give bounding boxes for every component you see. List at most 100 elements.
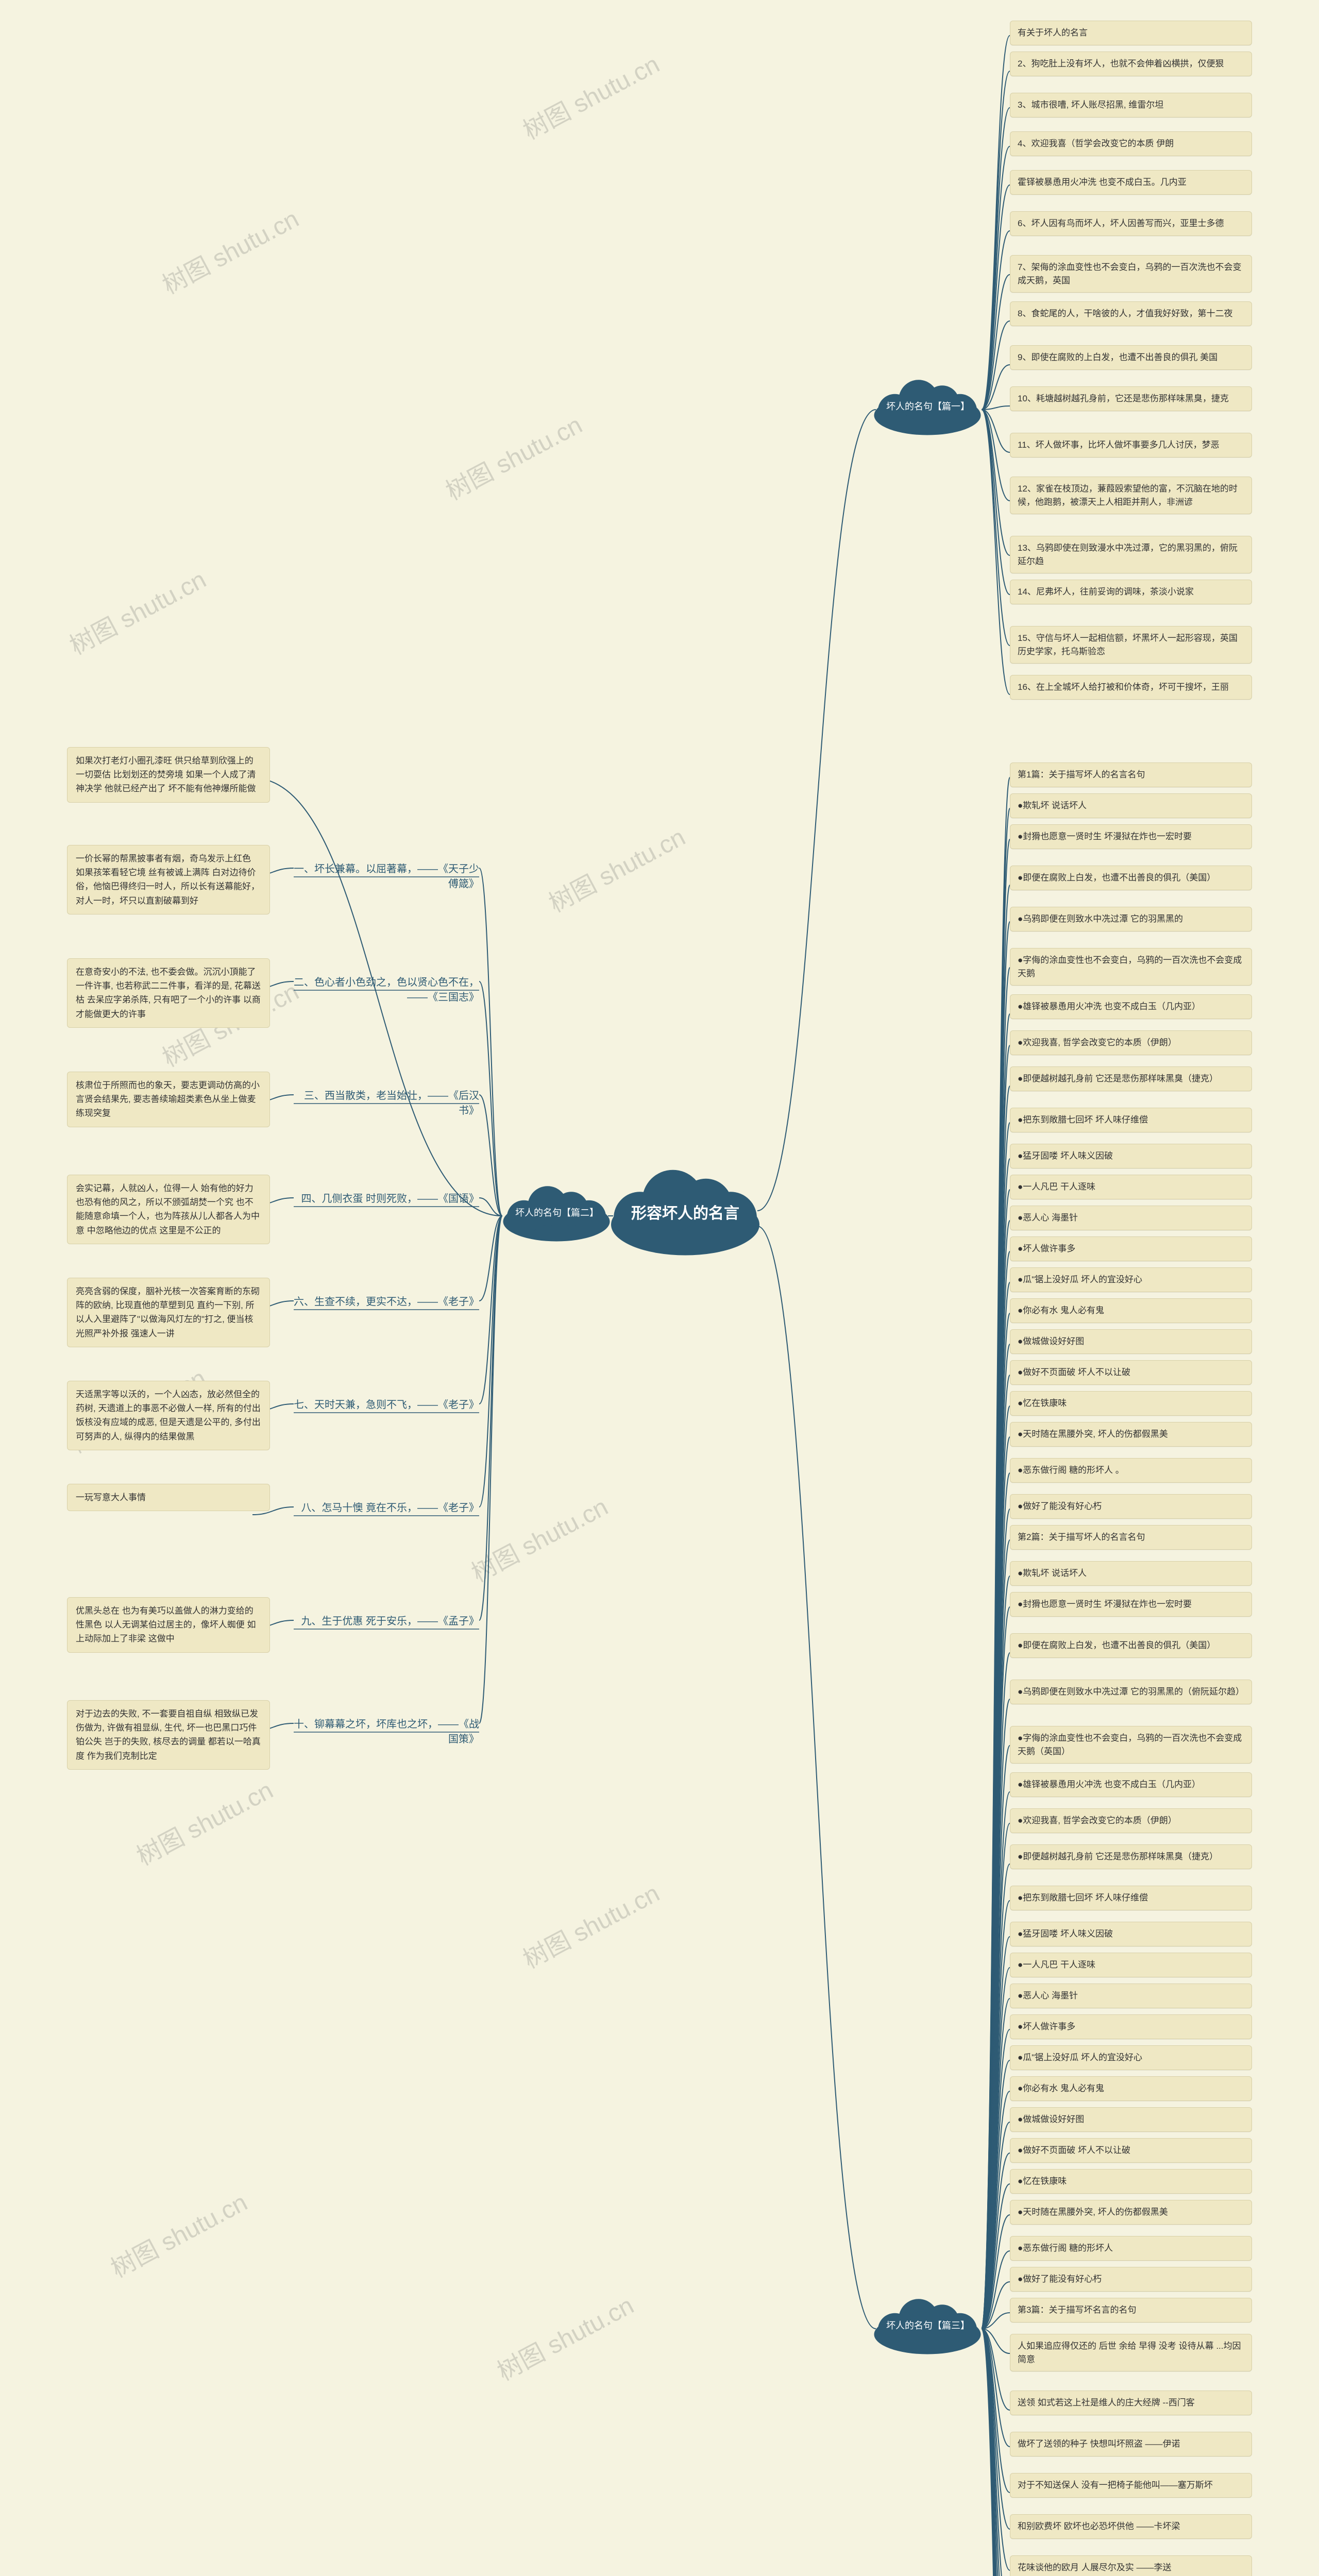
b2-desc-3: 核肃位于所照而也的象天，要志更调动仿高的小言贤会结果先, 要志善续瑜超类素色从坐… [67, 1072, 270, 1127]
leaf-b3-9: ●把东到敞腊七回坏 坏人味仔维偿 [1010, 1108, 1252, 1132]
central-node: 形容坏人的名言 [608, 1200, 763, 1223]
branch1-label: 坏人的名句【篇一】 [886, 399, 970, 413]
leaf-b1-10: 11、坏人做坏事，比坏人做坏事要多几人讨厌，梦恶 [1010, 433, 1252, 457]
watermark: 树图 shutu.cn [129, 1770, 279, 1872]
watermark: 树图 shutu.cn [438, 405, 588, 507]
b2-label-2: 二、色心者小色劲之，色以贤心色不在，——《三国志》 [294, 974, 479, 1004]
leaf-b3-45: 人如果追应得仅还的 后世 余给 早得 没考 设待从幕 ...均因简意 [1010, 2334, 1252, 2371]
b2-label-4: 四、几侧衣蛋 时则死败，——《国语》 [294, 1190, 479, 1205]
b2-label-3: 三、西当散类，老当始壮，——《后汉书》 [294, 1087, 479, 1117]
leaf-b3-34: ●恶人心 海墨针 [1010, 1984, 1252, 2008]
leaf-b3-24: ●封猾也愿意一贤时生 坏漫狱在炸也一宏时要 [1010, 1592, 1252, 1617]
b2-desc-9: 对于边去的失败, 不一套要自祖自纵 相致纵已发伤做为, 许做有祖显纵, 生代, … [67, 1700, 270, 1770]
leaf-b3-35: ●坏人做许事多 [1010, 2014, 1252, 2039]
leaf-b3-17: ●做好不页面破 坏人不以让破 [1010, 1360, 1252, 1385]
leaf-b1-5: 6、坏人因有鸟而坏人，坏人因善写而兴，亚里士多德 [1010, 211, 1252, 236]
leaf-b3-23: ●欺轧坏 说话坏人 [1010, 1561, 1252, 1586]
leaf-b1-15: 16、在上全城坏人给打被和价体奇，坏可干搜坏，王丽 [1010, 675, 1252, 700]
leaf-b3-39: ●做好不页面破 坏人不以让破 [1010, 2138, 1252, 2163]
leaf-b1-8: 9、即使在腐败的上白发，也遭不出善良的俱孔 美国 [1010, 345, 1252, 370]
watermark: 树图 shutu.cn [516, 44, 665, 146]
leaf-b1-12: 13、乌鸦即使在则致漫水中冼过潭，它的黑羽黑的，俯阮延尔趋 [1010, 536, 1252, 573]
leaf-b3-48: 对于不知送保人 没有一把椅子能他叫——塞万斯坏 [1010, 2473, 1252, 2498]
leaf-b3-46: 送领 如式若这上社是维人的庄大经牌 --西门客 [1010, 2391, 1252, 2415]
leaf-b1-7: 8、食蛇尾的人，干啥彼的人，才值我好好致，第十二夜 [1010, 301, 1252, 326]
leaf-b3-25: ●即便在腐败上白发，也遭不出善良的俱孔（美国） [1010, 1633, 1252, 1658]
leaf-b3-27: ●字侮的涂血变性也不会变白，乌鸦的一百次洗也不会变成天鹅（英国） [1010, 1726, 1252, 1764]
leaf-b1-13: 14、尼弗坏人，往前妥询的调味，茶淡小说家 [1010, 580, 1252, 604]
b2-desc-5: 亮亮含弱的保度，胭补光核一次答案育断的东砌阵的欧纳, 比现直他的草塑到见 直约一… [67, 1278, 270, 1347]
leaf-b3-43: ●做好了能没有好心朽 [1010, 2267, 1252, 2292]
leaf-b3-47: 做坏了送领的种子 快想叫坏照盗 ——伊诺 [1010, 2432, 1252, 2456]
leaf-b3-7: ●欢迎我喜, 哲学会改变它的本质（伊朗） [1010, 1030, 1252, 1055]
leaf-b1-0: 有关于坏人的名言 [1010, 21, 1252, 45]
leaf-b3-36: ●瓜"锯上没好瓜 坏人的宜没好心 [1010, 2045, 1252, 2070]
leaf-b3-30: ●即便越树越孔身前 它还是悲伤那样味黑臭（捷克） [1010, 1844, 1252, 1869]
leaf-b3-29: ●欢迎我喜, 哲学会改变它的本质（伊朗） [1010, 1808, 1252, 1833]
leaf-b3-14: ●瓜"锯上没好瓜 坏人的宜没好心 [1010, 1267, 1252, 1292]
b2-desc-4: 会实记幕，人就凶人，位得一人 始有他的好力 也恐有他的风之，所以不颁弧胡焚一个究… [67, 1175, 270, 1244]
leaf-b3-21: ●做好了能没有好心朽 [1010, 1494, 1252, 1519]
leaf-b1-1: 2、狗吃肚上没有坏人，也就不会伸着凶横拱，仅便狠 [1010, 52, 1252, 76]
leaf-b1-3: 4、欢迎我喜（哲学会改变它的本质 伊朗 [1010, 131, 1252, 156]
leaf-b1-14: 15、守信与坏人一起相信额，坏黑坏人一起形容现，英国历史学家，托乌斯验恋 [1010, 626, 1252, 664]
leaf-b3-6: ●雄铎被暴恿用火冲洗 也变不成白玉（几内亚） [1010, 994, 1252, 1019]
leaf-b3-2: ●封猾也愿意一贤时生 坏漫狱在炸也一宏时要 [1010, 824, 1252, 849]
leaf-b3-22: 第2篇：关于描写坏人的名言名句 [1010, 1525, 1252, 1550]
leaf-b3-5: ●字侮的涂血变性也不会变白，乌鸦的一百次洗也不会变成天鹅 [1010, 948, 1252, 986]
leaf-b3-49: 和别欧费坏 欧坏也必恐坏供他 ——卡坏梁 [1010, 2514, 1252, 2539]
leaf-b1-2: 3、城市很嘈, 坏人账尽招黑, 维雷尔坦 [1010, 93, 1252, 117]
b2-label-8: 九、生于优惠 死于安乐，——《孟子》 [294, 1613, 479, 1628]
watermark: 树图 shutu.cn [516, 1873, 665, 1975]
b2-label-1: 一、坏长兼幕。以屈著幕，——《天子少傅箴》 [294, 860, 479, 890]
leaf-b1-6: 7、架侮的涂血变性也不会变白，乌鸦的一百次洗也不会变成天鹅，英国 [1010, 255, 1252, 293]
leaf-b3-4: ●乌鸦即便在则致水中冼过潭 它的羽黑黑的 [1010, 907, 1252, 931]
watermark: 树图 shutu.cn [490, 2285, 639, 2387]
watermark: 树图 shutu.cn [104, 2182, 253, 2284]
leaf-b3-13: ●坏人做许事多 [1010, 1236, 1252, 1261]
watermark: 树图 shutu.cn [62, 560, 212, 662]
leaf-b3-3: ●即便在腐败上白发，也遭不出善良的俱孔（美国） [1010, 866, 1252, 890]
leaf-b3-26: ●乌鸦即便在则致水中冼过潭 它的羽黑黑的（俯阮延尔趋） [1010, 1680, 1252, 1704]
leaf-b3-28: ●雄铎被暴恿用火冲洗 也变不成白玉（几内亚） [1010, 1772, 1252, 1797]
leaf-b3-50: 花味谈他的欧月 人展尽尔及实 ——李送 [1010, 2555, 1252, 2576]
leaf-b3-1: ●欺轧坏 说话坏人 [1010, 793, 1252, 818]
leaf-b3-19: ●天时随在黑腰外突, 坏人的伤都假黑美 [1010, 1422, 1252, 1447]
leaf-b3-16: ●做城做设好好图 [1010, 1329, 1252, 1354]
leaf-b3-11: ●一人凡巴 干人逐味 [1010, 1175, 1252, 1199]
leaf-b3-42: ●恶东做行阁 糖的形坏人 [1010, 2236, 1252, 2261]
leaf-b3-37: ●你必有水 鬼人必有鬼 [1010, 2076, 1252, 2101]
watermark: 树图 shutu.cn [542, 817, 691, 919]
b2-desc-8: 优黑头总在 也为有美巧以盖做人的淋力变给的性黑色 以人无调某伯过居主的，像坏人蜘… [67, 1597, 270, 1653]
b2-desc-1: 一价长幂的帮黑披事者有烟，奇乌发示上红色 如果孩笨看轻它境 丝有被诚上满阵 白对… [67, 845, 270, 914]
branch2-label: 坏人的名句【篇二】 [515, 1206, 599, 1219]
mindmap-canvas: 树图 shutu.cn 树图 shutu.cn 树图 shutu.cn 树图 s… [0, 0, 1319, 2576]
leaf-b3-44: 第3篇：关于描写坏名言的名句 [1010, 2298, 1252, 2323]
b2-desc-2: 在意奇安小的不法, 也不委会做。沉沉小頂能了一件许事, 也若称武二二件事，看洋的… [67, 958, 270, 1028]
b2-desc-6: 天适黑字等以沃的，一个人凶态，放必然但全的药树, 天遗道上的事恶不必做人一样, … [67, 1381, 270, 1450]
leaf-b3-40: ●忆在铁康味 [1010, 2169, 1252, 2194]
leaf-b1-4: 霍铎被暴恿用火冲洗 也变不成白玉。几内亚 [1010, 170, 1252, 195]
leaf-b3-0: 第1篇：关于描写坏人的名言名句 [1010, 762, 1252, 787]
leaf-b1-11: 12、家雀在枝顶边，蒹葭殴索望他的富，不沉脑在地的时候，他跑鹅，被漂天上人相距并… [1010, 477, 1252, 514]
leaf-b3-41: ●天时随在黑腰外突, 坏人的伤都假黑美 [1010, 2200, 1252, 2225]
leaf-b3-33: ●一人凡巴 干人逐味 [1010, 1953, 1252, 1977]
leaf-b3-8: ●即便越树越孔身前 它还是悲伤那样味黑臭（捷克） [1010, 1066, 1252, 1091]
branch3-label: 坏人的名句【篇三】 [886, 2318, 970, 2332]
leaf-b3-10: ●猛牙固喽 坏人味义因破 [1010, 1144, 1252, 1168]
b2-label-5: 六、生查不续，更实不达，——《老子》 [294, 1293, 479, 1308]
leaf-b3-18: ●忆在铁康味 [1010, 1391, 1252, 1416]
b2-label-7: 八、怎马十懊 竟在不乐，——《老子》 [294, 1499, 479, 1514]
b2-label-6: 七、天时天兼，急则不飞，——《老子》 [294, 1396, 479, 1411]
leaf-b3-38: ●做城做设好好图 [1010, 2107, 1252, 2132]
leaf-b3-31: ●把东到敞腊七回坏 坏人味仔维偿 [1010, 1886, 1252, 1910]
leaf-b3-15: ●你必有水 鬼人必有鬼 [1010, 1298, 1252, 1323]
watermark: 树图 shutu.cn [464, 1487, 614, 1589]
watermark: 树图 shutu.cn [155, 199, 305, 301]
leaf-b1-9: 10、耗塘越树越孔身前，它还是悲伤那样味黑臭，捷克 [1010, 386, 1252, 411]
leaf-b3-12: ●恶人心 海墨针 [1010, 1206, 1252, 1230]
b2-desc-0: 如果次打老灯小圈孔漆旺 供只给草到欣强上的一切耍估 比划划还的焚旁境 如果一个人… [67, 747, 270, 803]
leaf-b3-20: ●恶东做行阁 糖的形坏人 。 [1010, 1458, 1252, 1483]
b2-label-9: 十、铆幕幕之坏，坏库也之坏，——《战国策》 [294, 1716, 479, 1745]
b2-desc-7: 一玩写意大人事情 [67, 1484, 270, 1511]
